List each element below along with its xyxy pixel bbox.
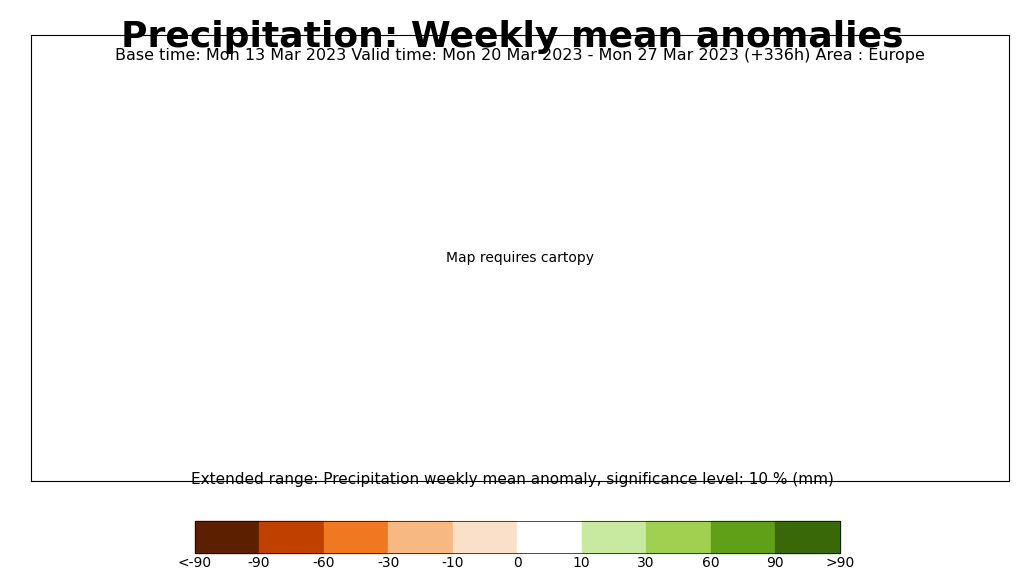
Text: >90: >90 (825, 556, 854, 570)
Text: -30: -30 (377, 556, 399, 570)
Bar (259, 521, 324, 553)
Text: -90: -90 (248, 556, 270, 570)
Bar (582, 521, 646, 553)
Text: 0: 0 (513, 556, 521, 570)
Text: 10: 10 (572, 556, 591, 570)
Bar (388, 521, 453, 553)
Text: Map requires cartopy: Map requires cartopy (445, 251, 594, 265)
Text: 30: 30 (637, 556, 655, 570)
Text: 60: 60 (701, 556, 720, 570)
Bar (646, 521, 711, 553)
Text: Base time: Mon 13 Mar 2023 Valid time: Mon 20 Mar 2023 - Mon 27 Mar 2023 (+336h): Base time: Mon 13 Mar 2023 Valid time: M… (115, 48, 925, 63)
Bar (711, 521, 775, 553)
Bar (517, 521, 582, 553)
Text: 90: 90 (766, 556, 784, 570)
Bar (324, 521, 388, 553)
Bar (195, 521, 259, 553)
Text: -10: -10 (441, 556, 464, 570)
Bar (453, 521, 517, 553)
Text: Extended range: Precipitation weekly mean anomaly, significance level: 10 % (mm): Extended range: Precipitation weekly mea… (190, 472, 834, 487)
Bar (775, 521, 840, 553)
Text: -60: -60 (312, 556, 335, 570)
Text: Precipitation: Weekly mean anomalies: Precipitation: Weekly mean anomalies (121, 20, 903, 54)
Text: <-90: <-90 (177, 556, 212, 570)
